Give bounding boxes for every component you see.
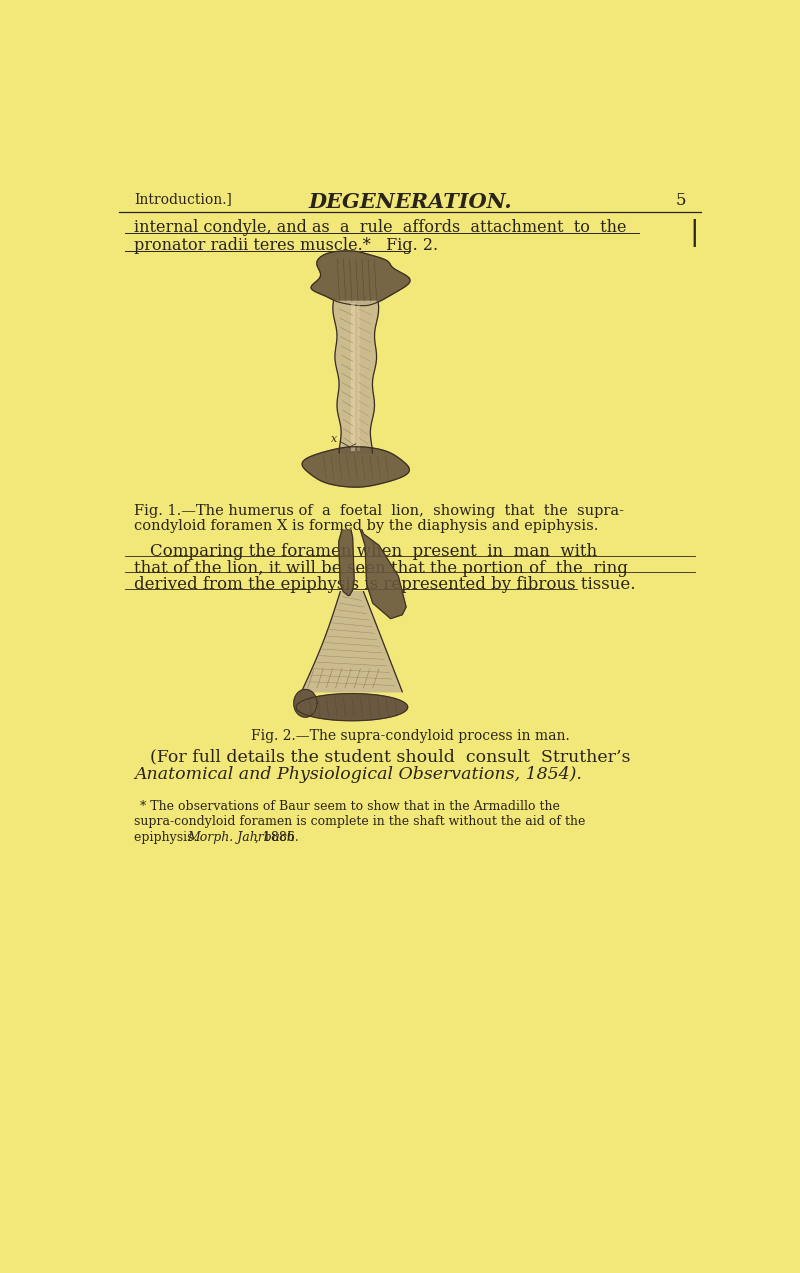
Text: epiphysis.: epiphysis. (134, 831, 206, 844)
Polygon shape (338, 530, 354, 596)
Text: Fig. 2.—The supra-condyloid process in man.: Fig. 2.—The supra-condyloid process in m… (250, 729, 570, 743)
Text: Introduction.]: Introduction.] (134, 192, 232, 206)
Polygon shape (302, 592, 402, 691)
Text: * The observations of Baur seem to show that in the Armadillo the: * The observations of Baur seem to show … (140, 799, 560, 812)
Polygon shape (296, 694, 408, 721)
Text: , 1886.: , 1886. (255, 831, 298, 844)
Polygon shape (302, 447, 410, 488)
Text: x: x (331, 434, 337, 444)
Text: condyloid foramen X is formed by the diaphysis and epiphysis.: condyloid foramen X is formed by the dia… (134, 519, 598, 533)
Text: Anatomical and Physiological Observations, 1854).: Anatomical and Physiological Observation… (134, 766, 582, 783)
Text: derived from the epiphysis is represented by fibrous tissue.: derived from the epiphysis is represente… (134, 577, 636, 593)
Text: supra-condyloid foramen is complete in the shaft without the aid of the: supra-condyloid foramen is complete in t… (134, 816, 586, 829)
Polygon shape (311, 251, 410, 306)
Text: pronator radii teres muscle.*   Fig. 2.: pronator radii teres muscle.* Fig. 2. (134, 237, 438, 255)
Text: Fig. 1.—The humerus of  a  foetal  lion,  showing  that  the  supra-: Fig. 1.—The humerus of a foetal lion, sh… (134, 504, 624, 518)
Text: 5: 5 (675, 192, 686, 209)
Polygon shape (294, 690, 317, 717)
Text: Morph. Jahrbuch: Morph. Jahrbuch (187, 831, 294, 844)
Text: DEGENERATION.: DEGENERATION. (308, 192, 512, 213)
Polygon shape (333, 302, 378, 453)
Text: Comparing the foramen when  present  in  man  with: Comparing the foramen when present in ma… (150, 542, 597, 560)
Polygon shape (361, 530, 406, 619)
Text: (For full details the student should  consult  Struther’s: (For full details the student should con… (150, 749, 630, 766)
Text: internal condyle, and as  a  rule  affords  attachment  to  the: internal condyle, and as a rule affords … (134, 219, 626, 237)
Text: |: | (690, 219, 698, 247)
Text: that of the lion, it will be seen that the portion of  the  ring: that of the lion, it will be seen that t… (134, 560, 628, 577)
